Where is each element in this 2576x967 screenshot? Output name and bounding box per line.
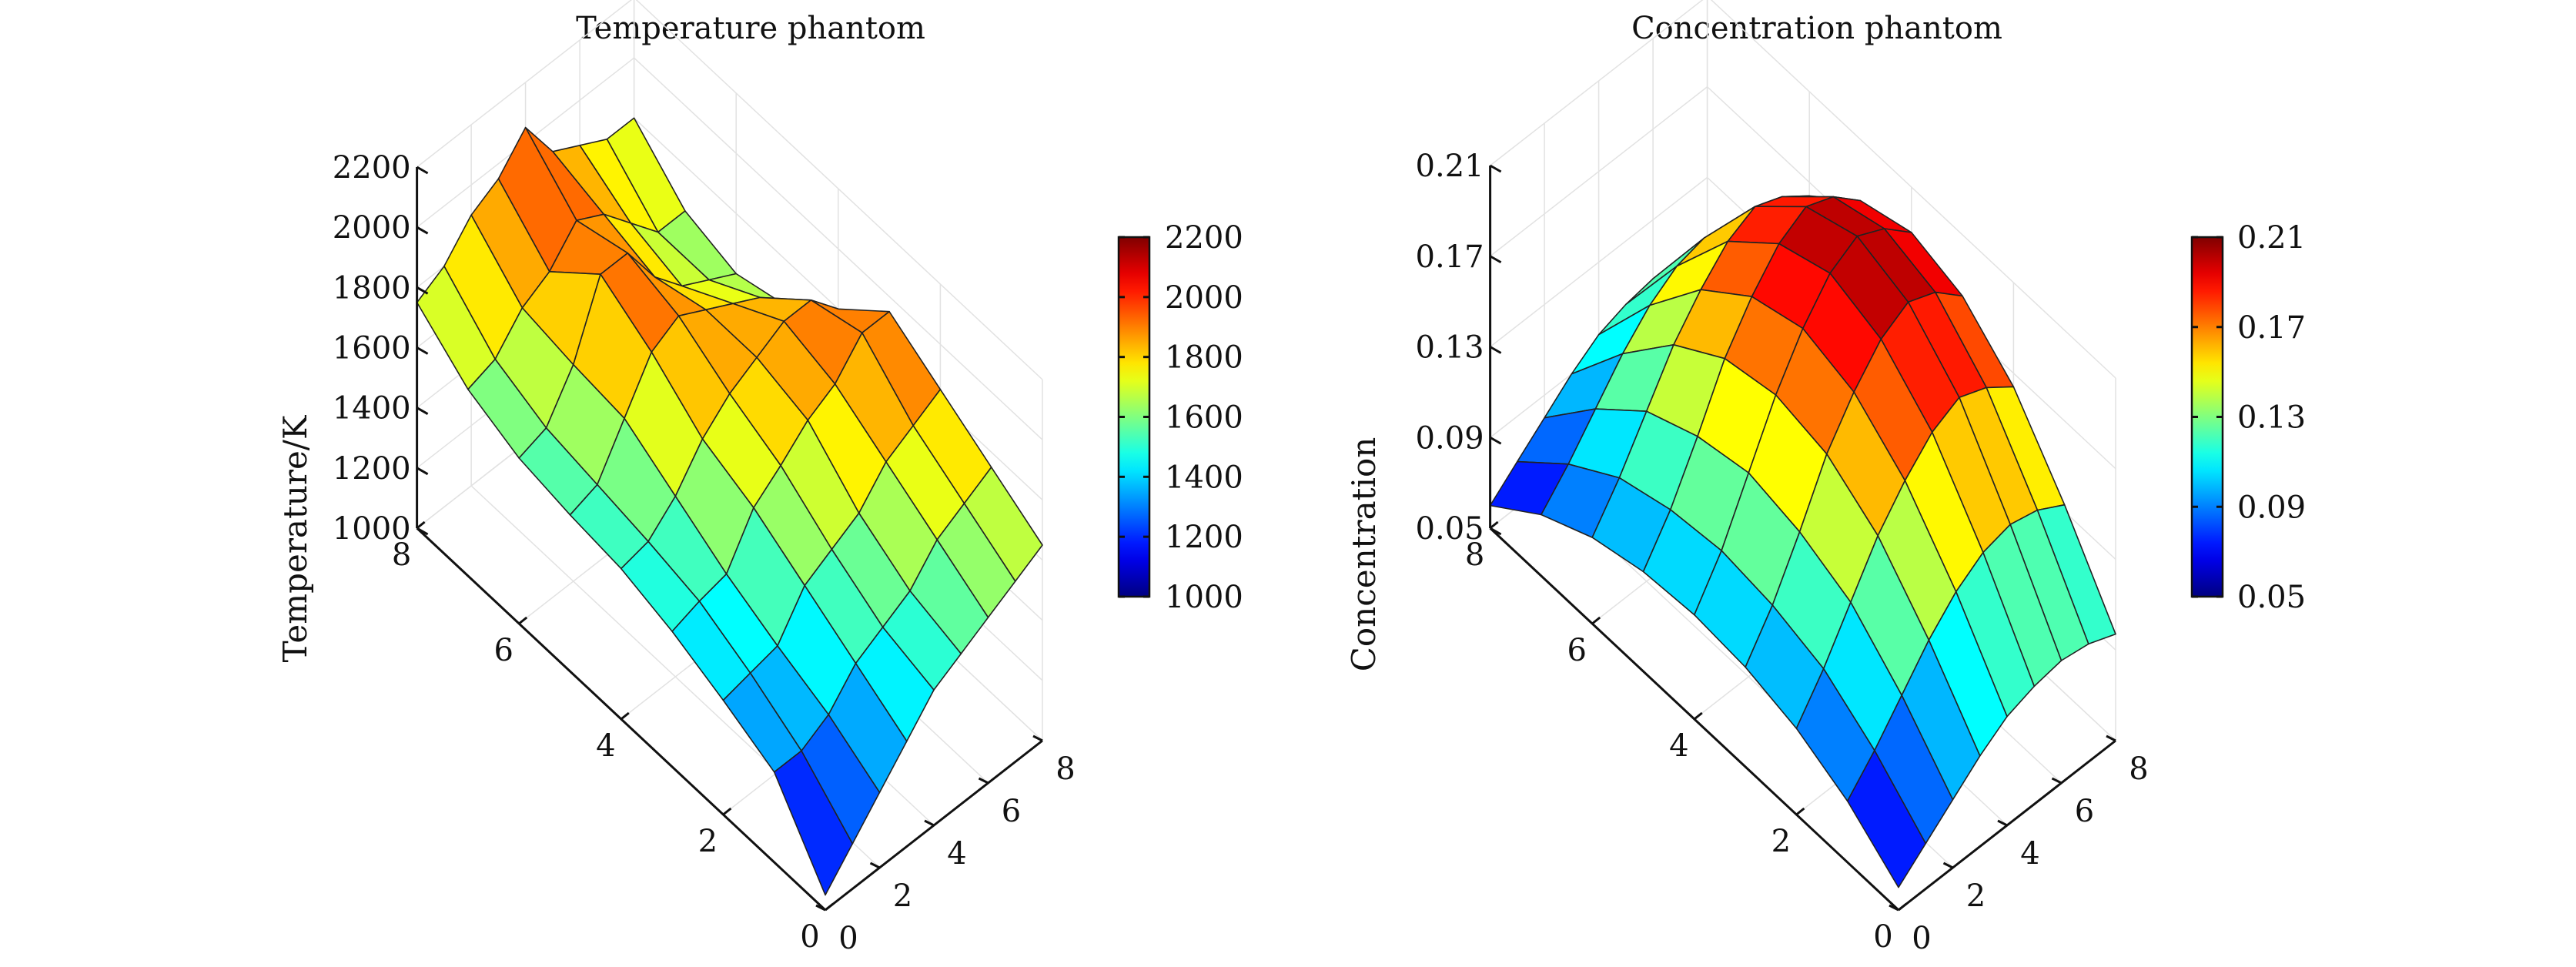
temperature-phantom-panel: Temperature phantom 02468024681000120014… (276, 0, 1243, 956)
y-tick-label: 8 (2129, 751, 2148, 787)
z-tick-mark (1489, 527, 1502, 536)
z-tick-mark (416, 407, 429, 415)
z-tick-mark (1489, 436, 1502, 445)
z-tick-label: 0.13 (1416, 330, 1484, 366)
y-tick-label-mark (978, 777, 989, 785)
x-tick-mark (1693, 711, 1703, 721)
colorbar-tick-label: 0.05 (2237, 580, 2306, 615)
z-tick-label: 2200 (333, 150, 411, 186)
y-tick-label: 2 (1966, 878, 1986, 914)
x-tick-mark (1898, 902, 1907, 912)
z-tick-mark (416, 286, 429, 295)
x-tick-mark (1489, 520, 1499, 530)
z-axis-label: Temperature/K (276, 414, 314, 662)
z-tick-label: 0.05 (1416, 511, 1484, 547)
y-tick-label: 4 (2020, 836, 2039, 872)
colorbar-tick-label: 1000 (1165, 580, 1243, 615)
y-tick-label: 0 (838, 921, 858, 956)
concentration-phantom-panel: Concentration phantom 02468024680.050.09… (1345, 0, 2306, 956)
z-tick-label: 0.09 (1416, 420, 1484, 456)
colorbar-tick-label: 2200 (1165, 220, 1243, 256)
colorbar: 0.05 0.09 0.13 0.17 0.21 (2190, 220, 2306, 615)
x-tick-label: 0 (800, 919, 819, 955)
y-tick-label: 8 (1055, 751, 1075, 787)
z-tick-mark (416, 527, 429, 536)
colorbar-tick-label: 1800 (1165, 340, 1243, 376)
x-tick-mark (722, 807, 732, 816)
x-tick-mark (825, 902, 834, 912)
y-tick-label: 6 (1002, 794, 1021, 829)
concentration-surface (1489, 195, 2116, 888)
y-tick-label-mark (869, 862, 881, 869)
y-tick-label: 2 (893, 878, 912, 914)
y-tick-label: 6 (2075, 794, 2094, 829)
x-tick-label: 2 (698, 824, 718, 859)
colorbar-tick-label: 2000 (1165, 280, 1243, 316)
x-tick-mark (416, 520, 426, 530)
z-tick-label: 0.17 (1416, 239, 1484, 275)
z-tick-label: 1400 (333, 391, 411, 427)
z-tick-label: 1800 (333, 270, 411, 306)
z-tick-mark (1489, 164, 1502, 173)
y-tick-label-mark (2051, 777, 2062, 785)
z-tick-label: 1000 (333, 511, 411, 547)
z-tick-mark (416, 346, 429, 355)
x-tick-label: 4 (596, 728, 615, 764)
surface-patch (773, 750, 854, 896)
y-tick-label-mark (1942, 862, 1954, 869)
y-tick-label-mark (815, 904, 826, 912)
z-tick-label: 1600 (333, 331, 411, 366)
x-tick-label: 4 (1669, 728, 1688, 764)
z-axis-label: Concentration (1345, 437, 1383, 672)
y-tick-label-mark (924, 819, 935, 827)
z-tick-mark (1489, 346, 1502, 354)
x-tick-label: 6 (493, 633, 513, 668)
z-tick-mark (1489, 255, 1502, 264)
z-tick-label: 0.21 (1416, 149, 1484, 184)
surface-patch (1846, 749, 1927, 888)
colorbar-tick-label: 1400 (1165, 460, 1243, 495)
x-tick-mark (1795, 807, 1805, 816)
temperature-surface (416, 117, 1043, 896)
plot-title: Concentration phantom (1631, 11, 2002, 46)
x-tick-label: 6 (1567, 633, 1586, 668)
z-tick-label: 2000 (333, 210, 411, 246)
plot-title: Temperature phantom (576, 11, 925, 46)
y-tick-label-mark (1997, 819, 2008, 827)
colorbar: 1000 1200 1400 1600 1800 2000 2200 (1117, 220, 1243, 615)
x-tick-label: 2 (1771, 824, 1791, 859)
y-tick-label-mark (1032, 734, 1043, 742)
colorbar-tick-label: 0.17 (2237, 310, 2306, 346)
x-tick-mark (620, 711, 630, 721)
x-tick-mark (518, 616, 528, 625)
colorbar-tick-label: 0.13 (2237, 400, 2306, 436)
z-tick-mark (416, 467, 429, 476)
x-tick-label: 0 (1873, 919, 1892, 955)
colorbar-tick-label: 0.21 (2237, 220, 2306, 256)
colorbar-tick-label: 1200 (1165, 520, 1243, 555)
colorbar-tick-label: 0.09 (2237, 490, 2306, 525)
z-tick-label: 1200 (333, 451, 411, 487)
x-tick-label: 8 (392, 537, 411, 573)
x-tick-mark (1591, 616, 1601, 625)
y-tick-label-mark (2106, 734, 2116, 742)
y-tick-label-mark (1889, 904, 1899, 912)
x-tick-label: 8 (1465, 537, 1484, 573)
colorbar-tick-label: 1600 (1165, 400, 1243, 436)
y-tick-label: 0 (1912, 921, 1931, 956)
y-tick-label: 4 (947, 836, 966, 872)
z-tick-mark (416, 166, 429, 175)
z-tick-mark (416, 226, 429, 235)
